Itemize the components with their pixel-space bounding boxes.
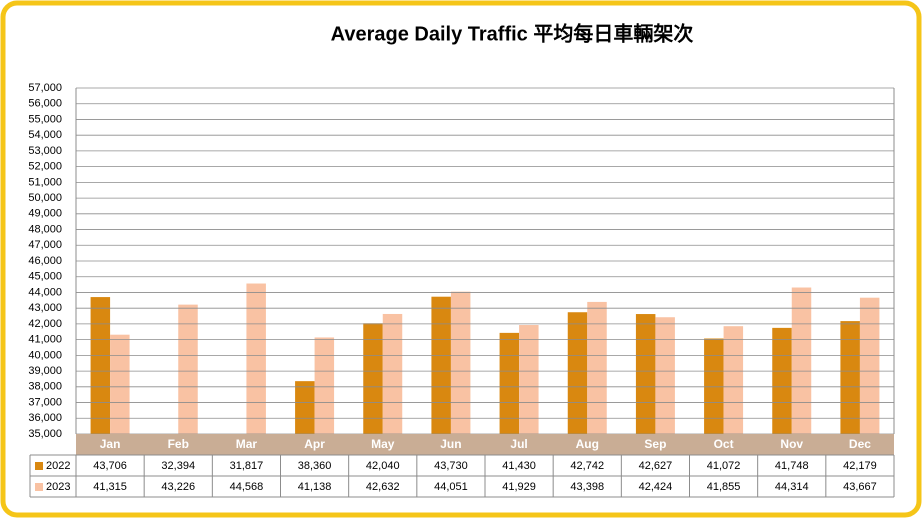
bar — [431, 296, 451, 434]
table-cell: 42,632 — [366, 481, 400, 493]
x-tick-label: Jun — [440, 437, 461, 451]
bar — [499, 332, 520, 434]
y-tick-label: 54,000 — [28, 129, 62, 141]
table-cell: 41,929 — [502, 481, 536, 493]
x-tick-label: Jan — [100, 437, 121, 451]
bar — [314, 337, 335, 434]
y-tick-label: 46,000 — [28, 255, 62, 267]
table-cell: 38,360 — [298, 460, 332, 472]
table-cell: 41,855 — [707, 481, 741, 493]
bar — [295, 381, 315, 434]
bar — [110, 334, 130, 434]
x-tick-label: Dec — [849, 437, 871, 451]
y-tick-label: 43,000 — [28, 302, 62, 314]
bar — [382, 313, 403, 434]
y-tick-label: 36,000 — [28, 412, 62, 424]
bar — [450, 291, 471, 434]
y-tick-label: 41,000 — [28, 334, 62, 346]
table-cell: 41,315 — [93, 481, 127, 493]
table-cell: 42,040 — [366, 460, 400, 472]
y-tick-label: 39,000 — [28, 365, 62, 377]
table-cell: 43,706 — [93, 460, 127, 472]
legend-label: 2023 — [46, 481, 70, 493]
bar — [587, 301, 607, 434]
y-tick-label: 42,000 — [28, 318, 62, 330]
bar — [840, 321, 860, 434]
y-tick-label: 50,000 — [28, 192, 62, 204]
chart-title: Average Daily Traffic 平均每日車輛架次 — [331, 21, 694, 45]
y-tick-label: 57,000 — [28, 82, 62, 94]
table-cell: 43,398 — [570, 481, 604, 493]
y-tick-label: 55,000 — [28, 113, 62, 125]
y-tick-label: 35,000 — [28, 428, 62, 440]
bar — [723, 326, 744, 434]
bar — [704, 338, 724, 434]
y-tick-label: 44,000 — [28, 286, 62, 298]
table-cell: 41,138 — [298, 481, 332, 493]
bar — [567, 312, 588, 434]
bar — [791, 287, 812, 434]
plot-area — [90, 283, 880, 434]
y-tick-label: 40,000 — [28, 349, 62, 361]
x-tick-label: Sep — [644, 437, 666, 451]
x-tick-label: Feb — [168, 437, 189, 451]
table-cell: 41,748 — [775, 460, 809, 472]
bar — [519, 325, 539, 434]
bar — [772, 327, 792, 434]
y-tick-label: 47,000 — [28, 239, 62, 251]
x-tick-label: Oct — [714, 437, 734, 451]
y-tick-label: 56,000 — [28, 98, 62, 110]
bar — [655, 317, 675, 434]
bar — [246, 283, 266, 434]
table-cell: 42,179 — [843, 460, 877, 472]
legend-swatch — [35, 462, 43, 470]
y-tick-label: 38,000 — [28, 381, 62, 393]
bar — [178, 304, 198, 434]
legend-swatch — [35, 483, 43, 491]
table-cell: 43,226 — [161, 481, 195, 493]
table-cell: 43,667 — [843, 481, 877, 493]
y-tick-label: 52,000 — [28, 161, 62, 173]
table-cell: 42,742 — [570, 460, 604, 472]
table-cell: 44,314 — [775, 481, 809, 493]
x-tick-label: Apr — [304, 437, 325, 451]
table-cell: 31,817 — [230, 460, 264, 472]
category-strip — [76, 434, 894, 455]
x-tick-label: Aug — [576, 437, 599, 451]
y-tick-label: 45,000 — [28, 271, 62, 283]
table-cell: 32,394 — [161, 460, 195, 472]
bar — [363, 323, 383, 434]
table-cell: 42,627 — [639, 460, 673, 472]
bar — [859, 297, 880, 434]
legend-label: 2022 — [46, 460, 70, 472]
bar — [635, 314, 656, 434]
x-tick-label: Mar — [236, 437, 258, 451]
x-tick-label: Nov — [780, 437, 803, 451]
y-tick-label: 53,000 — [28, 145, 62, 157]
x-tick-label: Jul — [510, 437, 527, 451]
table-cell: 43,730 — [434, 460, 468, 472]
table-cell: 44,051 — [434, 481, 468, 493]
table-cell: 41,072 — [707, 460, 741, 472]
y-tick-label: 37,000 — [28, 396, 62, 408]
x-tick-label: May — [371, 437, 395, 451]
bar — [90, 297, 111, 434]
y-tick-label: 49,000 — [28, 208, 62, 220]
table-cell: 42,424 — [639, 481, 673, 493]
table-cell: 44,568 — [230, 481, 264, 493]
y-tick-label: 48,000 — [28, 223, 62, 235]
table-cell: 41,430 — [502, 460, 536, 472]
y-tick-label: 51,000 — [28, 176, 62, 188]
